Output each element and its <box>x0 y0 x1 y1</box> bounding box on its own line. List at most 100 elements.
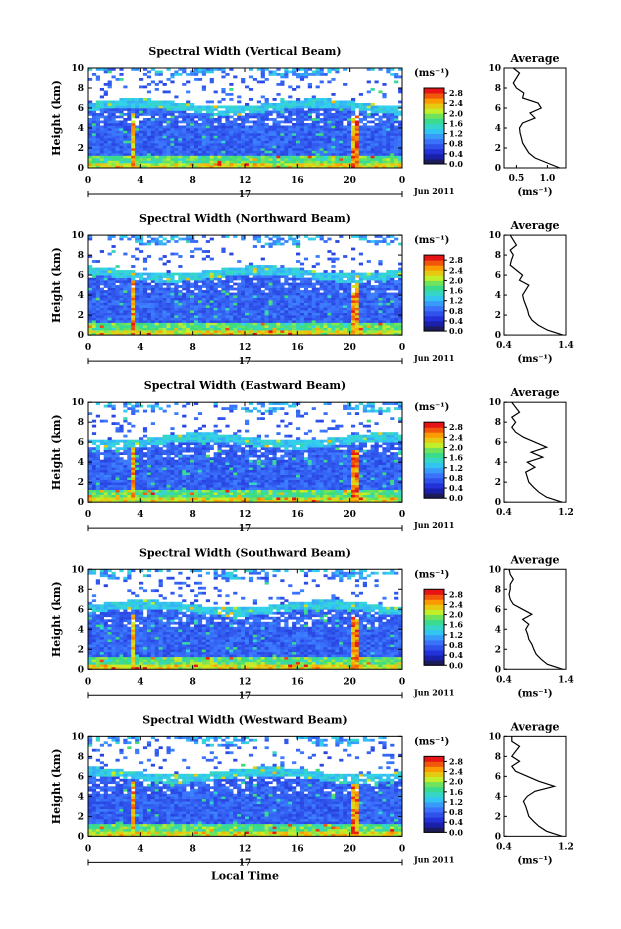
heatmap-cell <box>221 138 226 141</box>
heatmap-cell <box>162 90 167 94</box>
heatmap-cell <box>142 110 148 114</box>
heatmap-cell <box>139 163 144 166</box>
heatmap-cell <box>213 163 218 166</box>
heatmap-cell <box>303 75 309 79</box>
heatmap-cell <box>182 285 187 288</box>
heatmap-cell <box>107 469 112 473</box>
heatmap-cell <box>398 140 403 144</box>
heatmap-cell <box>280 148 285 151</box>
heatmap-cell <box>323 312 328 316</box>
heatmap-cell <box>272 105 277 109</box>
heatmap-cell <box>245 158 250 161</box>
heatmap-cell <box>358 280 363 283</box>
heatmap-cell <box>127 302 132 306</box>
heatmap-cell <box>170 128 175 131</box>
heatmap-cell <box>213 90 218 94</box>
heatmap-cell <box>150 325 155 328</box>
heatmap-cell <box>221 98 226 101</box>
heatmap-cell <box>217 302 222 306</box>
heatmap-cell <box>327 237 332 241</box>
heatmap-cell <box>382 307 387 311</box>
heatmap-cell <box>88 325 93 328</box>
heatmap-cell <box>307 290 312 293</box>
heatmap-cell <box>229 163 234 166</box>
heatmap-cell <box>347 312 352 316</box>
heatmap-cell <box>213 285 218 288</box>
heatmap-cell <box>174 128 179 131</box>
heatmap-cell <box>146 275 152 278</box>
heatmap-cell <box>394 287 399 291</box>
heatmap-cell <box>264 270 269 273</box>
heatmap-cell <box>241 267 246 271</box>
heatmap-cell <box>158 130 163 134</box>
colorbar-tick-label: 1.2 <box>449 296 463 306</box>
heatmap-cell <box>343 145 348 149</box>
heatmap-cell <box>343 150 348 154</box>
heatmap-cell <box>248 150 254 154</box>
x-tick-label: 12 <box>239 176 252 186</box>
heatmap-cell <box>123 128 128 131</box>
heatmap-cell <box>174 95 179 99</box>
heatmap-cell <box>394 292 399 296</box>
heatmap-cell <box>299 150 305 154</box>
heatmap-cell <box>127 452 132 455</box>
heatmap-cell <box>260 292 265 296</box>
heatmap-cell <box>158 325 163 328</box>
heatmap-cell <box>115 153 120 156</box>
heatmap-cell <box>221 163 226 166</box>
heatmap-cell <box>166 145 171 149</box>
heatmap-cell <box>382 153 387 156</box>
heatmap-cell <box>351 165 356 169</box>
heatmap-cell <box>217 160 222 164</box>
heatmap-cell <box>351 110 356 114</box>
heatmap-cell <box>174 165 179 169</box>
heatmap-cell <box>307 270 312 273</box>
heatmap-cell <box>135 125 140 129</box>
heatmap-cell <box>107 277 112 281</box>
heatmap-cell <box>162 312 167 316</box>
heatmap-cell <box>280 272 285 276</box>
date-label: Jun 2011 <box>413 186 454 196</box>
heatmap-cell <box>209 322 214 326</box>
heatmap-cell <box>276 105 281 109</box>
heatmap-cell <box>307 237 312 241</box>
heatmap-cell <box>276 165 281 169</box>
heatmap-cell <box>154 327 159 331</box>
heatmap-cell <box>252 277 257 281</box>
heatmap-cell <box>386 295 391 298</box>
heatmap-cell <box>205 123 210 126</box>
heatmap-cell <box>354 160 360 164</box>
heatmap-cell <box>398 135 403 139</box>
heatmap-cell <box>194 307 199 311</box>
heatmap-cell <box>272 143 277 146</box>
heatmap-cell <box>205 300 210 303</box>
heatmap-cell <box>221 295 226 298</box>
colorbar-tick-label: 1.6 <box>449 118 463 128</box>
heatmap-cell <box>303 312 309 316</box>
heatmap-cell <box>190 103 195 106</box>
heatmap-cell <box>390 282 395 286</box>
heatmap-cell <box>201 297 206 301</box>
heatmap-cell <box>296 133 301 136</box>
heatmap-cell <box>264 105 269 109</box>
heatmap-cell <box>280 140 285 144</box>
heatmap-cell <box>339 133 344 136</box>
heatmap-cell <box>331 130 336 134</box>
heatmap-cell <box>343 317 348 321</box>
heatmap-cell <box>288 163 293 166</box>
heatmap-cell <box>378 115 383 119</box>
heatmap-cell <box>88 469 93 473</box>
heatmap-cell <box>111 469 116 473</box>
heatmap-cell <box>91 432 97 435</box>
heatmap-cell <box>88 285 93 288</box>
heatmap-cell <box>354 272 360 276</box>
heatmap-cell <box>142 302 148 306</box>
heatmap-cell <box>162 310 167 313</box>
heatmap-cell <box>127 153 132 156</box>
heatmap-cell <box>139 297 144 301</box>
heatmap-cell <box>229 165 234 169</box>
heatmap-cell <box>127 292 132 296</box>
heatmap-cell <box>111 459 116 463</box>
heatmap-cell <box>221 310 226 313</box>
heatmap-cell <box>347 310 352 313</box>
